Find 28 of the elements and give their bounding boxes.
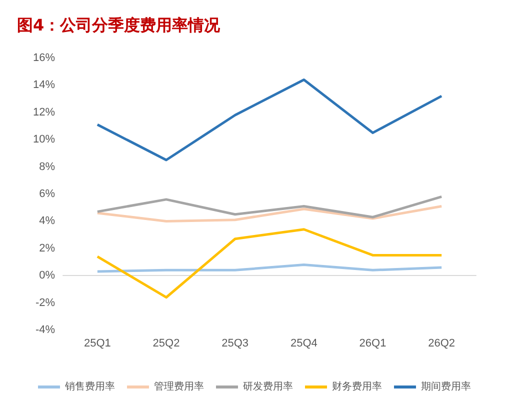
legend-label: 管理费用率	[154, 380, 204, 392]
y-tick-label: 0%	[39, 270, 56, 282]
y-tick-label: 6%	[39, 188, 56, 200]
line-series	[96, 228, 443, 299]
legend-label: 销售费用率	[64, 380, 115, 392]
y-tick-label: 14%	[32, 79, 56, 92]
y-tick-label: 4%	[39, 215, 56, 228]
y-tick-label: 10%	[32, 134, 56, 146]
line-series	[96, 78, 443, 162]
legend-label: 财务费用率	[332, 380, 382, 392]
legend-label: 期间费用率	[421, 380, 471, 392]
x-tick-label: 25Q3	[222, 338, 249, 350]
x-tick-label: 26Q2	[428, 338, 456, 350]
y-tick-label: 16%	[32, 52, 56, 64]
x-tick-label: 26Q1	[359, 338, 386, 350]
y-tick-label: -4%	[35, 324, 56, 336]
x-tick-label: 25Q1	[84, 338, 111, 350]
chart-title: 图4：公司分季度费用率情况	[17, 16, 222, 34]
y-tick-label: 12%	[32, 106, 56, 118]
legend-label: 研发费用率	[243, 380, 293, 392]
y-tick-label: 8%	[39, 160, 56, 173]
line-series	[96, 204, 443, 222]
y-tick-label: 2%	[39, 242, 56, 254]
line-series	[96, 195, 443, 218]
line-series	[96, 263, 443, 273]
x-tick-label: 25Q2	[152, 338, 180, 350]
x-tick-label: 25Q4	[290, 338, 318, 350]
y-tick-label: -2%	[35, 296, 56, 309]
